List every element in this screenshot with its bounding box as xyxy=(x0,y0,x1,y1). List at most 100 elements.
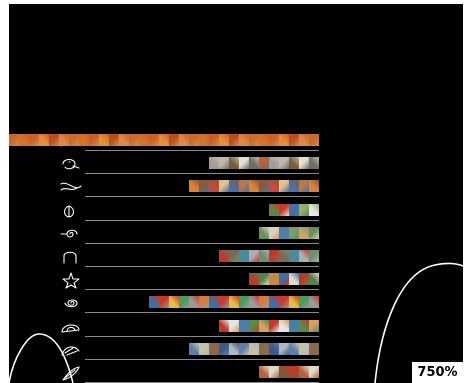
image-thumbnail[interactable] xyxy=(89,134,99,146)
image-thumbnail[interactable] xyxy=(229,342,239,355)
spiral-glyph-icon[interactable] xyxy=(59,294,83,312)
image-thumbnail[interactable] xyxy=(219,134,229,146)
image-thumbnail[interactable] xyxy=(309,366,319,378)
image-thumbnail[interactable] xyxy=(289,296,299,309)
image-thumbnail[interactable] xyxy=(279,250,289,262)
image-thumbnail[interactable] xyxy=(239,250,249,262)
image-thumbnail[interactable] xyxy=(259,319,269,332)
image-thumbnail[interactable] xyxy=(199,342,209,355)
image-thumbnail[interactable] xyxy=(279,134,289,146)
image-thumbnail[interactable] xyxy=(159,296,169,309)
image-thumbnail[interactable] xyxy=(9,134,19,146)
image-thumbnail[interactable] xyxy=(229,180,239,193)
image-thumbnail[interactable] xyxy=(259,134,269,146)
image-thumbnail[interactable] xyxy=(239,134,249,146)
image-thumbnail[interactable] xyxy=(79,134,89,146)
feather-glyph-icon[interactable] xyxy=(59,364,83,382)
face-glyph-icon[interactable] xyxy=(59,155,83,173)
image-thumbnail[interactable] xyxy=(189,296,199,309)
image-thumbnail[interactable] xyxy=(99,134,109,146)
image-thumbnail[interactable] xyxy=(269,180,279,193)
image-thumbnail[interactable] xyxy=(229,157,239,170)
image-thumbnail[interactable] xyxy=(299,180,309,193)
image-thumbnail[interactable] xyxy=(309,319,319,332)
image-thumbnail[interactable] xyxy=(289,134,299,146)
image-thumbnail[interactable] xyxy=(309,203,319,216)
image-thumbnail[interactable] xyxy=(299,157,309,170)
image-viewer-canvas[interactable]: 750% xyxy=(9,4,463,383)
image-thumbnail[interactable] xyxy=(309,273,319,286)
image-thumbnail[interactable] xyxy=(249,319,259,332)
image-thumbnail[interactable] xyxy=(249,296,259,309)
image-thumbnail[interactable] xyxy=(139,134,149,146)
image-thumbnail[interactable] xyxy=(199,180,209,193)
image-thumbnail[interactable] xyxy=(279,342,289,355)
image-thumbnail[interactable] xyxy=(309,342,319,355)
image-thumbnail[interactable] xyxy=(309,250,319,262)
image-thumbnail[interactable] xyxy=(289,273,299,286)
swirl-glyph-icon[interactable] xyxy=(59,225,83,243)
image-thumbnail[interactable] xyxy=(269,157,279,170)
image-thumbnail[interactable] xyxy=(209,134,219,146)
image-thumbnail[interactable] xyxy=(249,157,259,170)
image-thumbnail[interactable] xyxy=(229,134,239,146)
image-thumbnail[interactable] xyxy=(289,157,299,170)
image-thumbnail[interactable] xyxy=(279,273,289,286)
image-thumbnail[interactable] xyxy=(239,319,249,332)
image-thumbnail[interactable] xyxy=(209,180,219,193)
image-thumbnail[interactable] xyxy=(109,134,119,146)
image-thumbnail[interactable] xyxy=(299,342,309,355)
image-thumbnail[interactable] xyxy=(239,157,249,170)
image-thumbnail[interactable] xyxy=(289,319,299,332)
image-thumbnail[interactable] xyxy=(279,226,289,239)
image-thumbnail[interactable] xyxy=(249,273,259,286)
image-thumbnail[interactable] xyxy=(299,319,309,332)
image-thumbnail[interactable] xyxy=(299,366,309,378)
leaf-glyph-icon[interactable] xyxy=(59,202,83,220)
image-thumbnail[interactable] xyxy=(219,342,229,355)
image-thumbnail[interactable] xyxy=(199,296,209,309)
image-thumbnail[interactable] xyxy=(219,319,229,332)
image-thumbnail[interactable] xyxy=(239,342,249,355)
image-thumbnail[interactable] xyxy=(39,134,49,146)
image-thumbnail[interactable] xyxy=(199,134,209,146)
image-thumbnail[interactable] xyxy=(269,134,279,146)
image-thumbnail[interactable] xyxy=(269,342,279,355)
image-thumbnail[interactable] xyxy=(299,134,309,146)
image-thumbnail[interactable] xyxy=(209,157,219,170)
image-thumbnail[interactable] xyxy=(239,180,249,193)
image-thumbnail[interactable] xyxy=(189,134,199,146)
image-thumbnail[interactable] xyxy=(269,226,279,239)
image-thumbnail[interactable] xyxy=(279,180,289,193)
image-thumbnail[interactable] xyxy=(269,273,279,286)
image-thumbnail[interactable] xyxy=(269,250,279,262)
image-thumbnail[interactable] xyxy=(169,134,179,146)
image-thumbnail[interactable] xyxy=(179,134,189,146)
image-thumbnail[interactable] xyxy=(259,342,269,355)
image-thumbnail[interactable] xyxy=(289,180,299,193)
image-thumbnail[interactable] xyxy=(209,342,219,355)
image-thumbnail[interactable] xyxy=(229,319,239,332)
image-thumbnail[interactable] xyxy=(259,250,269,262)
image-thumbnail[interactable] xyxy=(299,226,309,239)
image-thumbnail[interactable] xyxy=(179,296,189,309)
image-thumbnail[interactable] xyxy=(289,226,299,239)
image-thumbnail[interactable] xyxy=(249,250,259,262)
image-thumbnail[interactable] xyxy=(159,134,169,146)
image-thumbnail[interactable] xyxy=(279,319,289,332)
image-thumbnail[interactable] xyxy=(229,296,239,309)
image-thumbnail[interactable] xyxy=(259,366,269,378)
image-thumbnail[interactable] xyxy=(219,250,229,262)
shell-glyph-icon[interactable] xyxy=(59,318,83,336)
image-thumbnail[interactable] xyxy=(259,296,269,309)
image-thumbnail[interactable] xyxy=(279,296,289,309)
image-thumbnail[interactable] xyxy=(269,319,279,332)
image-thumbnail[interactable] xyxy=(29,134,39,146)
fish-glyph-icon[interactable] xyxy=(59,178,83,196)
image-thumbnail[interactable] xyxy=(259,273,269,286)
image-thumbnail[interactable] xyxy=(49,134,59,146)
image-thumbnail[interactable] xyxy=(249,134,259,146)
image-thumbnail[interactable] xyxy=(279,157,289,170)
image-thumbnail[interactable] xyxy=(289,250,299,262)
image-thumbnail[interactable] xyxy=(279,203,289,216)
